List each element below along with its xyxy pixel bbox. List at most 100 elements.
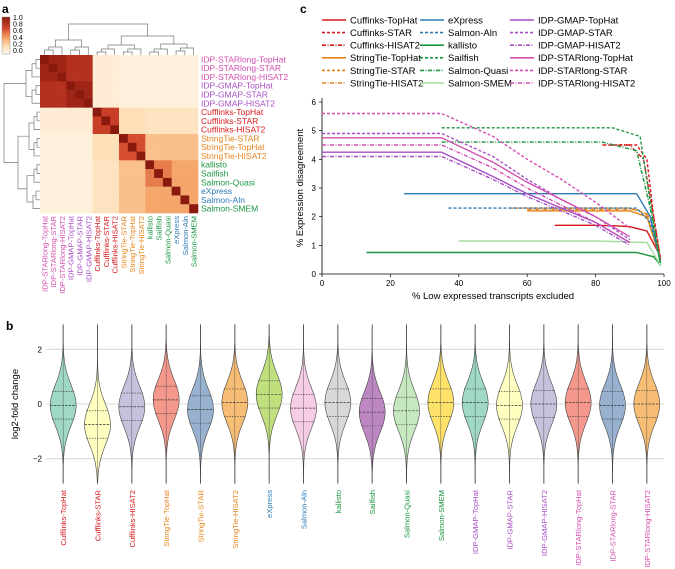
heatmap-cell: [92, 72, 102, 82]
heatmap-cell: [110, 177, 120, 187]
colorbar-tick-label: 1.0: [13, 15, 23, 22]
heatmap-row-label: IDP-GMAP-HISAT2: [201, 98, 275, 108]
heatmap-cell: [154, 169, 164, 179]
heatmap-column-label: IDP-GMAP-TopHat: [67, 215, 76, 280]
heatmap-cell: [110, 204, 120, 214]
heatmap-cell: [162, 116, 172, 126]
heatmap-cell: [136, 142, 146, 152]
heatmap-cell: [154, 107, 164, 117]
heatmap-cell: [189, 160, 199, 170]
heatmap-column-label: Salmon-Quasi: [163, 216, 172, 264]
heatmap-cell: [110, 90, 120, 100]
heatmap-cell: [110, 125, 120, 135]
c-series-line: [322, 132, 631, 241]
heatmap-cell: [110, 55, 120, 65]
heatmap-cell: [154, 98, 164, 108]
left-dendrogram-link: [36, 111, 40, 122]
heatmap-cell: [127, 107, 137, 117]
left-dendrogram-link: [35, 59, 40, 69]
heatmap-cell: [119, 195, 129, 205]
violin-category-label: IDP-GMAP-TopHat: [471, 489, 480, 554]
heatmap-cell: [101, 160, 111, 170]
heatmap-cell: [110, 186, 120, 196]
heatmap-column-label: kallisto: [146, 216, 155, 239]
b-y-tick-label: 2: [38, 345, 43, 354]
heatmap-column-label: StringTie-TopHat: [128, 215, 137, 273]
panel-c-letter: c: [300, 2, 307, 16]
heatmap-cell: [83, 63, 93, 73]
heatmap-cell: [92, 177, 102, 187]
heatmap-cell: [136, 160, 146, 170]
heatmap-cell: [119, 177, 129, 187]
heatmap-cell: [75, 186, 85, 196]
heatmap-cell: [110, 63, 120, 73]
heatmap-cell: [48, 125, 58, 135]
heatmap-cell: [57, 160, 67, 170]
heatmap-cell: [180, 134, 190, 144]
heatmap-cell: [145, 63, 155, 73]
heatmap-cell: [171, 151, 181, 161]
heatmap-cell: [145, 107, 155, 117]
left-dendrogram-link: [3, 83, 26, 163]
heatmap-cell: [110, 98, 120, 108]
panel-b-letter: b: [6, 319, 13, 333]
c-y-tick-label: 6: [312, 98, 317, 107]
heatmap-cell: [40, 98, 50, 108]
c-series-line: [441, 127, 662, 266]
heatmap-cell: [154, 204, 164, 214]
heatmap-row-label: IDP-GMAP-STAR: [201, 90, 268, 100]
heatmap-cell: [136, 63, 146, 73]
heatmap-cell: [127, 125, 137, 135]
heatmap-cell: [92, 63, 102, 73]
heatmap-cell: [83, 142, 93, 152]
heatmap-cell: [136, 107, 146, 117]
heatmap-cell: [48, 72, 58, 82]
heatmap-cell: [119, 81, 129, 91]
top-dendrogram-link: [107, 44, 135, 49]
c-y-tick-label: 0: [312, 270, 317, 279]
heatmap-cell: [180, 116, 190, 126]
heatmap-cell: [83, 204, 93, 214]
heatmap-cell: [48, 151, 58, 161]
heatmap-colorbar: [1, 16, 11, 55]
c-legend-label: IDP-GMAP-STAR: [538, 28, 613, 39]
heatmap-cell: [92, 160, 102, 170]
heatmap-cell: [48, 63, 58, 73]
heatmap-cell: [75, 116, 85, 126]
violin-category-label: IDP-GMAP-HISAT2: [540, 490, 549, 556]
heatmap-cell: [145, 90, 155, 100]
heatmap-cell: [48, 81, 58, 91]
heatmap-cell: [101, 186, 111, 196]
heatmap-cell: [75, 177, 85, 187]
heatmap-cell: [119, 169, 129, 179]
heatmap-cell: [136, 81, 146, 91]
heatmap-cell: [48, 134, 58, 144]
heatmap-cell: [66, 195, 76, 205]
heatmap-cell: [145, 204, 155, 214]
heatmap-cell: [162, 195, 172, 205]
c-y-tick-label: 3: [312, 184, 317, 193]
heatmap-cell: [162, 160, 172, 170]
heatmap-cell: [145, 195, 155, 205]
heatmap-cell: [162, 63, 172, 73]
heatmap-cell: [110, 169, 120, 179]
c-legend-label: kallisto: [448, 41, 477, 52]
heatmap-row-label: StringTie-HISAT2: [201, 151, 267, 161]
heatmap-cell: [180, 151, 190, 161]
heatmap-row-label: IDP-GMAP-TopHat: [201, 81, 273, 91]
c-legend-label: StringTie-HISAT2: [350, 78, 423, 89]
heatmap-cell: [75, 63, 85, 73]
heatmap-cell: [66, 81, 76, 91]
heatmap-cell: [189, 186, 199, 196]
heatmap-cell: [83, 151, 93, 161]
heatmap-cell: [127, 186, 137, 196]
top-dendrogram-link: [68, 23, 148, 40]
heatmap-cell: [119, 63, 129, 73]
c-legend-label: Cuffinks-HISAT2: [350, 41, 420, 52]
heatmap-cell: [101, 98, 111, 108]
heatmap-cell: [66, 151, 76, 161]
heatmap-cell: [57, 81, 67, 91]
heatmap-cell: [119, 151, 129, 161]
heatmap-cell: [162, 81, 172, 91]
